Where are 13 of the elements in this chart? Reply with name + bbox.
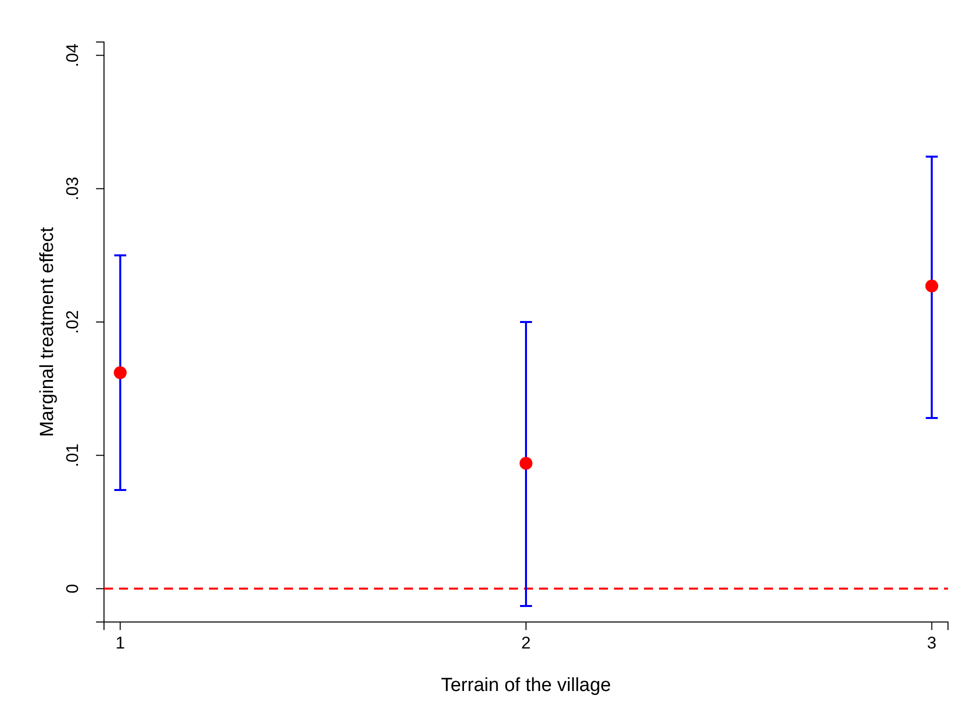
- x-tick-label: 3: [927, 633, 937, 652]
- y-tick-label: 0: [63, 584, 82, 594]
- x-tick-label: 2: [521, 633, 531, 652]
- x-axis-title: Terrain of the village: [440, 675, 612, 696]
- point: [520, 456, 532, 470]
- y-tick-label: .02: [63, 310, 82, 334]
- y-tick-label: .03: [63, 176, 82, 200]
- point: [925, 280, 938, 292]
- y-tick-label: .04: [63, 44, 82, 68]
- y-axis-title: Marginal treatment effect: [37, 226, 58, 437]
- x-tick-label: 1: [115, 633, 125, 652]
- point: [114, 366, 127, 380]
- y-tick-label: .01: [63, 444, 82, 468]
